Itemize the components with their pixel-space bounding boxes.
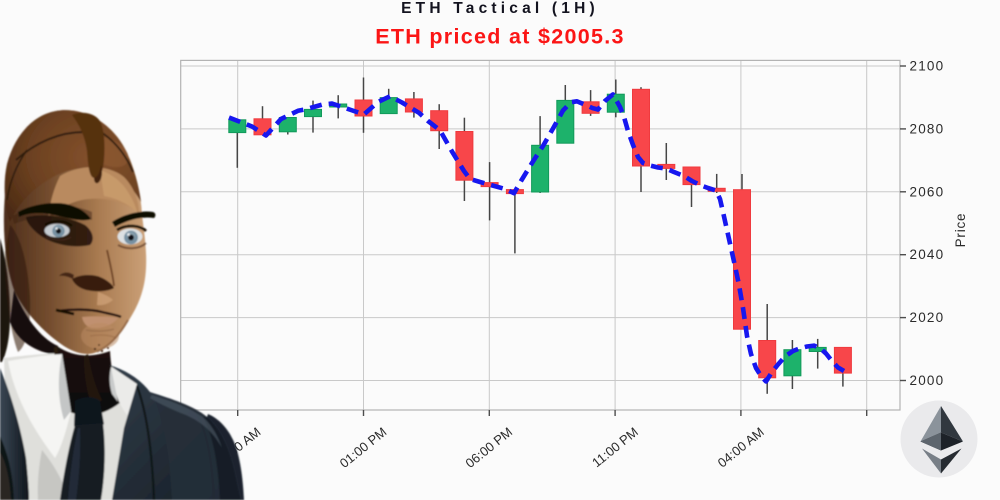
svg-text:2020: 2020 <box>910 310 945 325</box>
svg-text:2040: 2040 <box>910 247 945 262</box>
svg-text:ETH Tactical (1H): ETH Tactical (1H) <box>401 0 599 17</box>
svg-text:2080: 2080 <box>910 121 945 136</box>
svg-text:2000: 2000 <box>910 373 945 388</box>
svg-text:2100: 2100 <box>910 59 945 74</box>
svg-text:Price: Price <box>953 213 968 248</box>
svg-text:2060: 2060 <box>910 184 945 199</box>
svg-text:ETH priced at $2005.3: ETH priced at $2005.3 <box>375 25 625 49</box>
